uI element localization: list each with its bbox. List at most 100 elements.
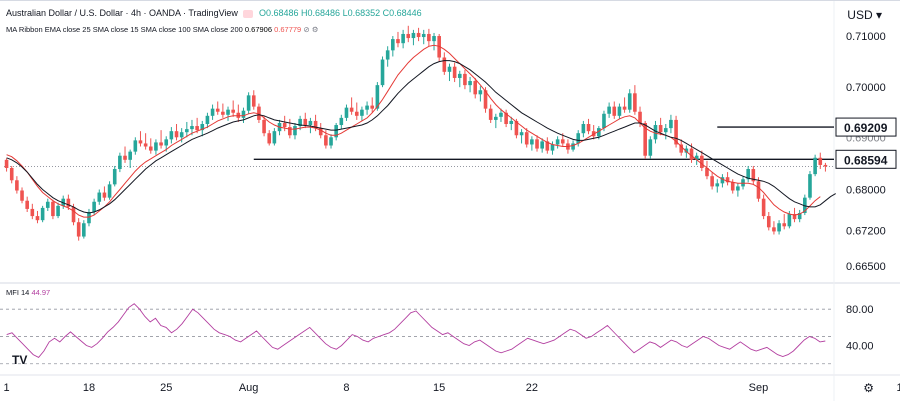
price-label-text: 0.68594 [844,153,888,167]
candle-body [643,122,647,156]
mfi-line [6,303,826,358]
candle-body [530,139,534,145]
candle-body [813,157,817,175]
ohlc-open: O0.68486 [258,8,299,18]
candle-body [169,131,174,140]
price-label-box [835,149,897,169]
candle-body [313,120,318,129]
candle-body [190,126,194,130]
candle-body [674,119,678,145]
candle-body [612,106,617,116]
candle-body [473,81,478,95]
time-tick-label: 1 [4,382,10,394]
candle-body [380,59,385,86]
candle-body [803,197,807,214]
candle-body [195,126,199,131]
ma-ribbon-legend[interactable]: MA Ribbon EMA close 25 SMA close 15 SMA … [6,25,318,34]
candle-body [66,198,71,207]
candle-body [385,50,390,60]
time-tick-label: 8 [343,382,349,394]
candle-body [15,180,19,191]
ohlc-low: L0.68352 [342,8,381,18]
candle-body [540,141,544,149]
candle-body [391,39,395,51]
candle-body [560,139,565,144]
candle-body [226,109,230,115]
candle-body [792,214,797,220]
candle-body [751,169,756,182]
time-tick-label: Sep [749,382,769,394]
mfi-tick-label: 40.00 [846,341,874,353]
candle-body [772,227,776,232]
price-tick-label: 0.70000 [846,82,886,94]
candle-body [761,198,766,217]
mfi-legend: MFI 14 44.97 [6,288,50,297]
candle-body [329,137,333,146]
candle-body [9,167,14,181]
ma-black-line [6,60,836,214]
candle-body [499,112,503,117]
price-label-box [835,117,897,137]
candle-body [488,108,493,120]
candle-body [324,135,328,146]
mfi-title: MFI 14 [6,288,30,297]
candle-body [483,90,488,109]
time-tick-label: Aug [239,382,259,394]
candle-body [535,139,539,149]
candle-body [555,139,560,145]
candle-body [777,223,781,232]
candle-body [148,146,153,151]
mfi-value: 44.97 [31,288,51,297]
candle-body [468,81,472,86]
candle-body [550,144,555,151]
candle-body [35,216,40,221]
price-tick-label: 0.66500 [846,261,886,273]
candle-body [406,33,411,39]
time-tick-label: 22 [526,382,538,394]
candle-body [293,126,297,136]
candle-body [308,120,313,126]
candle-body [200,124,205,131]
settings-gear-icon[interactable]: ⚙ [863,381,874,395]
candle-body [442,57,447,72]
candle-body [421,33,426,38]
candle-body [432,36,436,42]
candle-body [251,95,256,107]
symbol-legend: Australian Dollar / U.S. Dollar · 4h · O… [6,8,422,18]
candle-body [519,132,524,136]
candle-body [416,32,421,38]
candle-body [82,223,86,237]
ma-value-black: 0.67906 [244,25,273,34]
candle-body [215,108,220,112]
candle-body [318,128,323,136]
candle-body [627,93,632,110]
price-tick-label: 0.71000 [846,31,886,43]
candle-body [179,132,184,138]
candle-body [705,167,709,177]
candle-body [658,125,663,133]
candle-body [576,133,581,144]
candle-body [241,110,246,118]
candle-body [452,66,457,78]
eye-icon[interactable]: ⊘ ⚙ [303,25,319,34]
candle-body [30,208,35,217]
candle-body [411,32,416,39]
candle-body [4,159,9,168]
candle-body [51,201,55,217]
candle-body [808,174,812,198]
candle-body [107,184,112,198]
candle-body [787,214,792,227]
candle-body [334,125,338,138]
candle-body [262,119,266,134]
candle-body [257,106,261,120]
ma-value-red: 0.67779 [274,25,302,34]
candle-body [344,107,349,118]
time-tick-label: 25 [160,382,172,394]
currency-selector[interactable]: USD ▾ [847,8,882,22]
candle-body [370,105,375,109]
flag-icon [243,9,254,18]
candle-body [663,128,668,133]
candle-body [92,201,96,212]
